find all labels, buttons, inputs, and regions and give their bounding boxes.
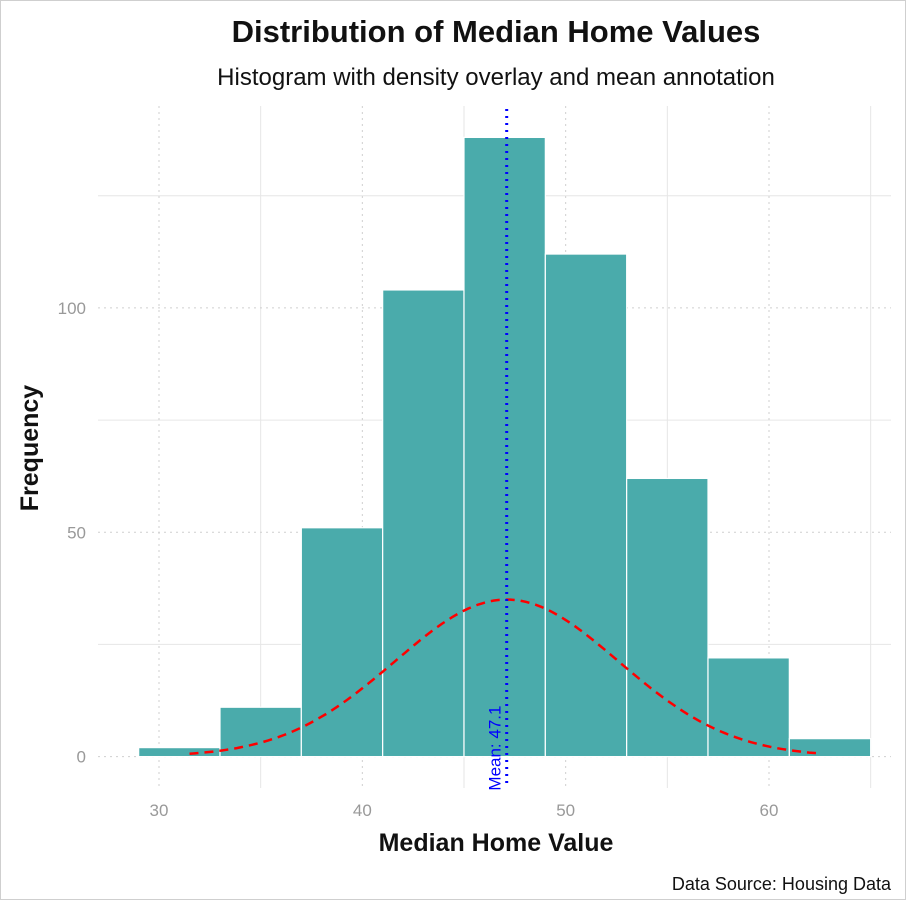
x-axis-title: Median Home Value [379, 829, 614, 857]
x-tick-label: 40 [353, 801, 372, 820]
y-tick-label: 100 [58, 299, 86, 318]
chart-subtitle: Histogram with density overlay and mean … [217, 64, 775, 91]
mean-label: Mean: 47.1 [486, 706, 505, 791]
chart-title: Distribution of Median Home Values [232, 14, 761, 49]
histogram-bar [626, 477, 709, 758]
x-axis-ticks: 30 40 50 60 [150, 801, 779, 820]
data-source-caption: Data Source: Housing Data [672, 874, 892, 894]
x-tick-label: 60 [760, 801, 779, 820]
histogram-bar [544, 253, 628, 758]
x-tick-label: 30 [150, 801, 169, 820]
y-tick-label: 50 [67, 523, 86, 542]
histogram-bars [138, 136, 872, 758]
y-axis-ticks: 0 50 100 [58, 299, 86, 767]
histogram-bar [463, 136, 546, 758]
histogram-bar [219, 706, 302, 758]
density-curve [189, 598, 820, 756]
histogram-bar [788, 738, 872, 758]
y-axis-title: Frequency [16, 385, 44, 512]
histogram-bar [300, 527, 384, 758]
x-tick-label: 50 [556, 801, 575, 820]
histogram-bar [382, 289, 465, 758]
y-tick-label: 0 [77, 748, 86, 767]
histogram-bar [707, 657, 790, 758]
